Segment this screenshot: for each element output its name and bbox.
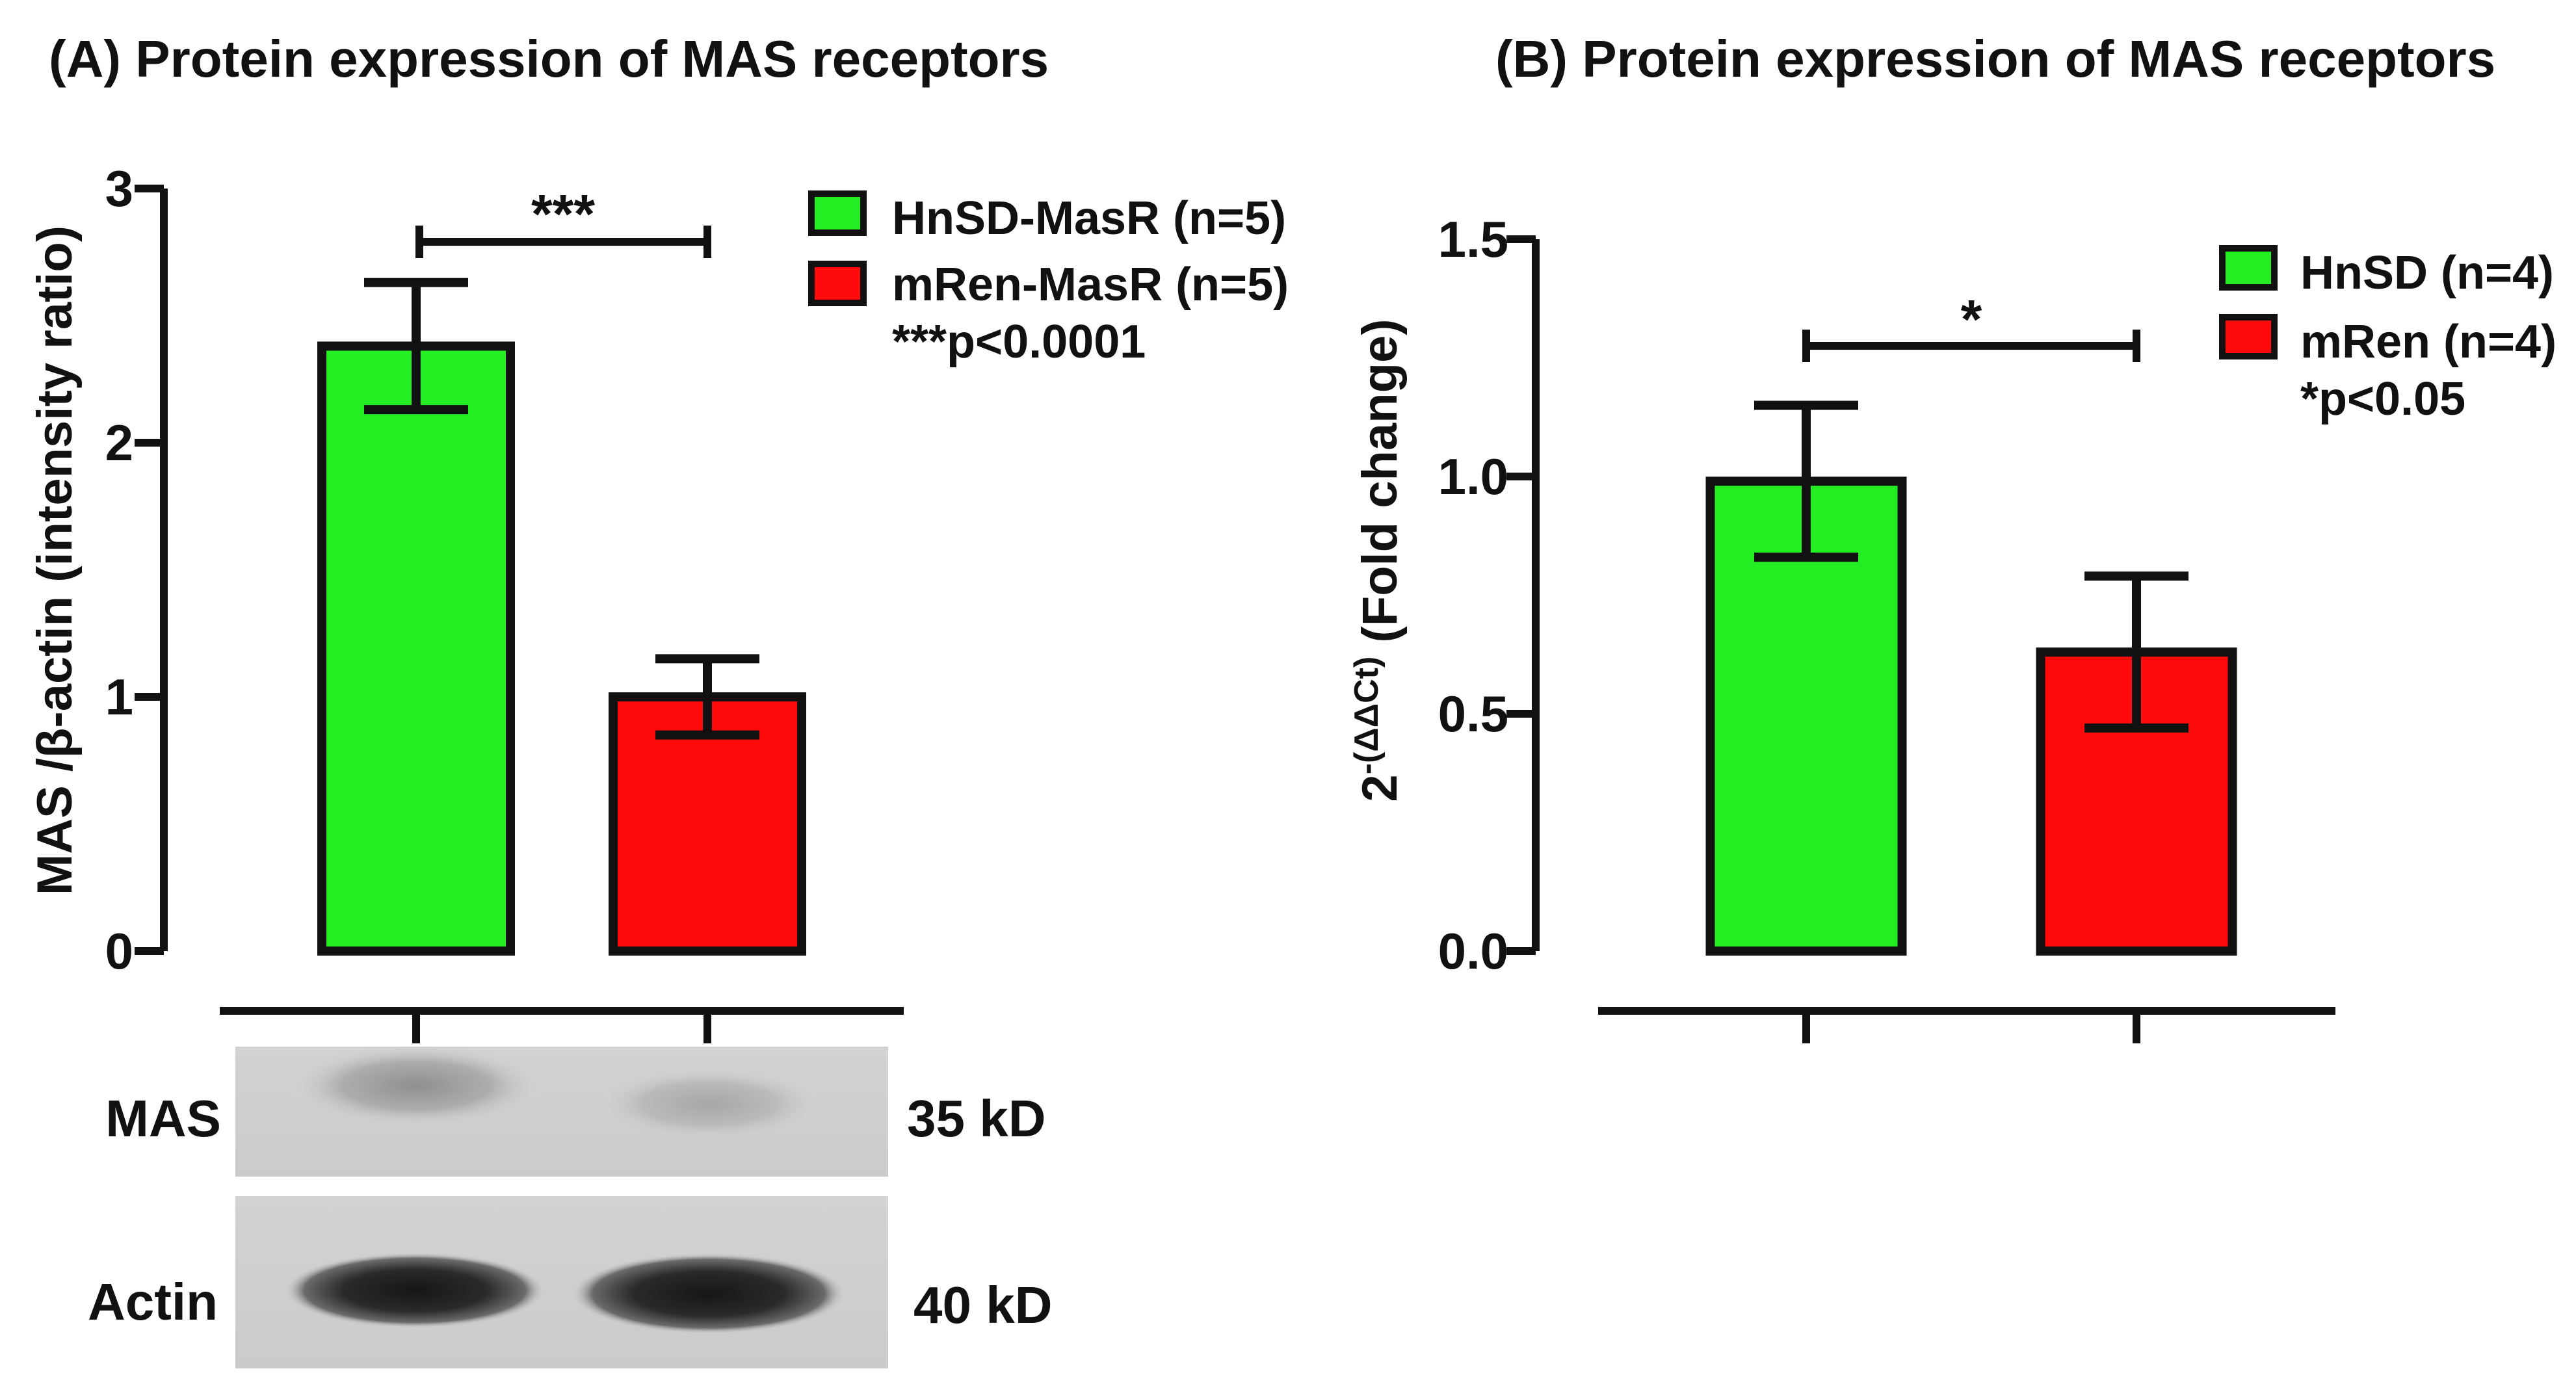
blot-band-mas-mren [598,1068,819,1140]
panel-b-y-axis-label-base: 2 [1352,774,1408,802]
panel-a-y-tick-label: 3 [105,160,133,217]
panel-b-error-bar-mren [2084,571,2188,733]
blot-size-mas: 35 kD [907,1090,1045,1147]
panel-b-legend-swatch-mren [2219,314,2278,359]
panel-a-bar-hnsd [317,341,515,956]
panel-a-legend-label-hnsd: HnSD-MasR (n=5) [892,192,1286,244]
panel-b-y-tick-label: 0.0 [1438,922,1508,980]
panel-b-y-tick-label: 1.5 [1438,211,1508,268]
panel-a-legend-swatch-mren [808,261,867,306]
panel-a-title: (A) Protein expression of MAS receptors [49,30,1049,88]
panel-b-y-axis-label-rest: (Fold change) [1352,319,1408,656]
panel-a-significance: *** [415,183,711,258]
panel-b-y-axis-label-exponent: -(ΔΔCt) [1348,657,1386,775]
panel-b-legend: HnSD (n=4) mRen (n=4) *p<0.05 [2219,245,2556,425]
panel-b-legend-label-mren: mRen (n=4) [2300,316,2556,368]
panel-b-title: (B) Protein expression of MAS receptors [1495,30,2495,88]
panel-b-significance-stars: * [1961,289,1982,350]
panel-a-chart: (A) Protein expression of MAS receptors … [27,30,1289,1368]
blot-band-mas-hnsd [293,1045,540,1126]
panel-a-legend-swatch-hnsd [808,190,867,236]
panel-a-y-tick-label: 1 [105,668,133,725]
blot-size-actin: 40 kD [913,1276,1052,1334]
blot-band-actin-mren [572,1253,845,1334]
panel-a-p-value: ***p<0.0001 [892,316,1146,368]
blot-label-mas: MAS [105,1090,221,1147]
panel-a-legend: HnSD-MasR (n=5) mRen-MasR (n=5) ***p<0.0… [808,190,1289,368]
panel-a-legend-label-mren: mRen-MasR (n=5) [892,259,1289,311]
panel-b-chart: (B) Protein expression of MAS receptors … [1348,30,2556,1043]
panel-b-significance: * [1802,289,2140,362]
western-blot: MAS 35 kD Actin 40 kD [88,1045,1052,1368]
panel-a-y-tick-label: 0 [105,922,133,980]
panel-b-error-bar-hnsd [1754,400,1858,562]
panel-b-legend-label-hnsd: HnSD (n=4) [2300,247,2554,299]
panel-b-p-value: *p<0.05 [2300,373,2465,425]
panel-a-significance-stars: *** [531,183,595,244]
panel-a-error-bar-mren [655,654,759,740]
panel-b-y-tick-label: 1.0 [1438,448,1508,505]
panel-a-y-tick-label: 2 [105,414,133,471]
panel-b-legend-swatch-hnsd [2219,245,2278,291]
panel-a-error-bar-hnsd [364,278,468,415]
panel-b-y-tick-label: 0.5 [1438,685,1508,742]
blot-band-actin-hnsd [285,1253,545,1328]
panel-b-y-axis-label: 2-(ΔΔCt) (Fold change) [1348,319,1408,802]
panel-a-y-axis-label: MAS /β-actin (intensity ratio) [27,226,83,895]
blot-label-actin: Actin [88,1273,218,1331]
